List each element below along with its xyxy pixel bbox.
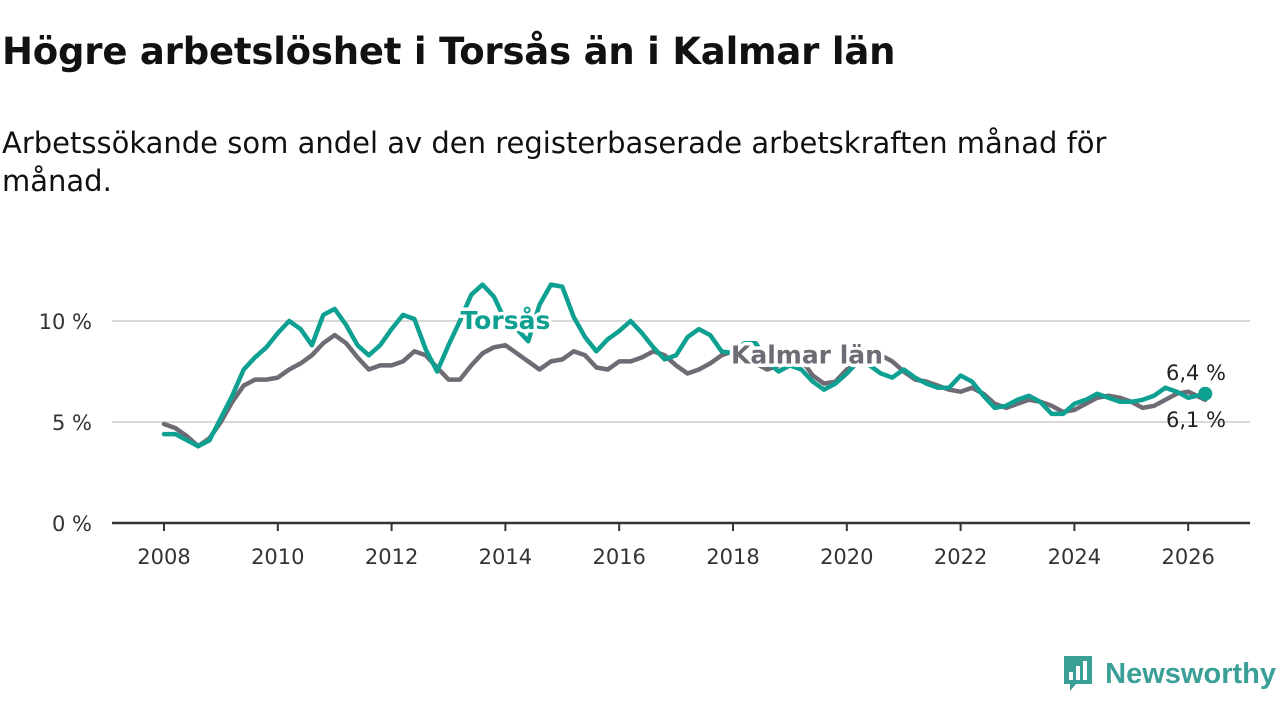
x-tick-label: 2008	[137, 545, 190, 569]
x-tick-label: 2026	[1161, 545, 1214, 569]
series-label-kalmar-l-n: Kalmar län	[731, 340, 883, 369]
x-tick-label: 2018	[706, 545, 759, 569]
y-tick-label: 0 %	[52, 512, 92, 536]
x-tick-label: 2014	[479, 545, 532, 569]
chart-title: Högre arbetslöshet i Torsås än i Kalmar …	[2, 30, 896, 73]
newsworthy-logo: Newsworthy	[1061, 652, 1276, 696]
chart-subtitle: Arbetssökande som andel av den registerb…	[2, 126, 1107, 198]
series-end-dot-tors-s	[1198, 386, 1213, 401]
x-tick-label: 2016	[592, 545, 645, 569]
x-tick-label: 2012	[365, 545, 418, 569]
x-tick-label: 2022	[934, 545, 987, 569]
series-line-tors-s	[161, 282, 1208, 449]
brand-name: Newsworthy	[1105, 657, 1276, 690]
x-tick-label: 2010	[251, 545, 304, 569]
x-tick-label: 2024	[1048, 545, 1101, 569]
series-label-tors-s: Torsås	[460, 306, 550, 335]
end-label-torsas: 6,4 %	[1166, 361, 1226, 385]
series-line-kalmar-l-n	[161, 332, 1208, 449]
y-tick-label: 5 %	[52, 411, 92, 435]
end-label-kalmar-lan: 6,1 %	[1166, 408, 1226, 432]
y-tick-label: 10 %	[39, 310, 92, 334]
x-tick-label: 2020	[820, 545, 873, 569]
newsworthy-logo-icon	[1064, 656, 1093, 691]
